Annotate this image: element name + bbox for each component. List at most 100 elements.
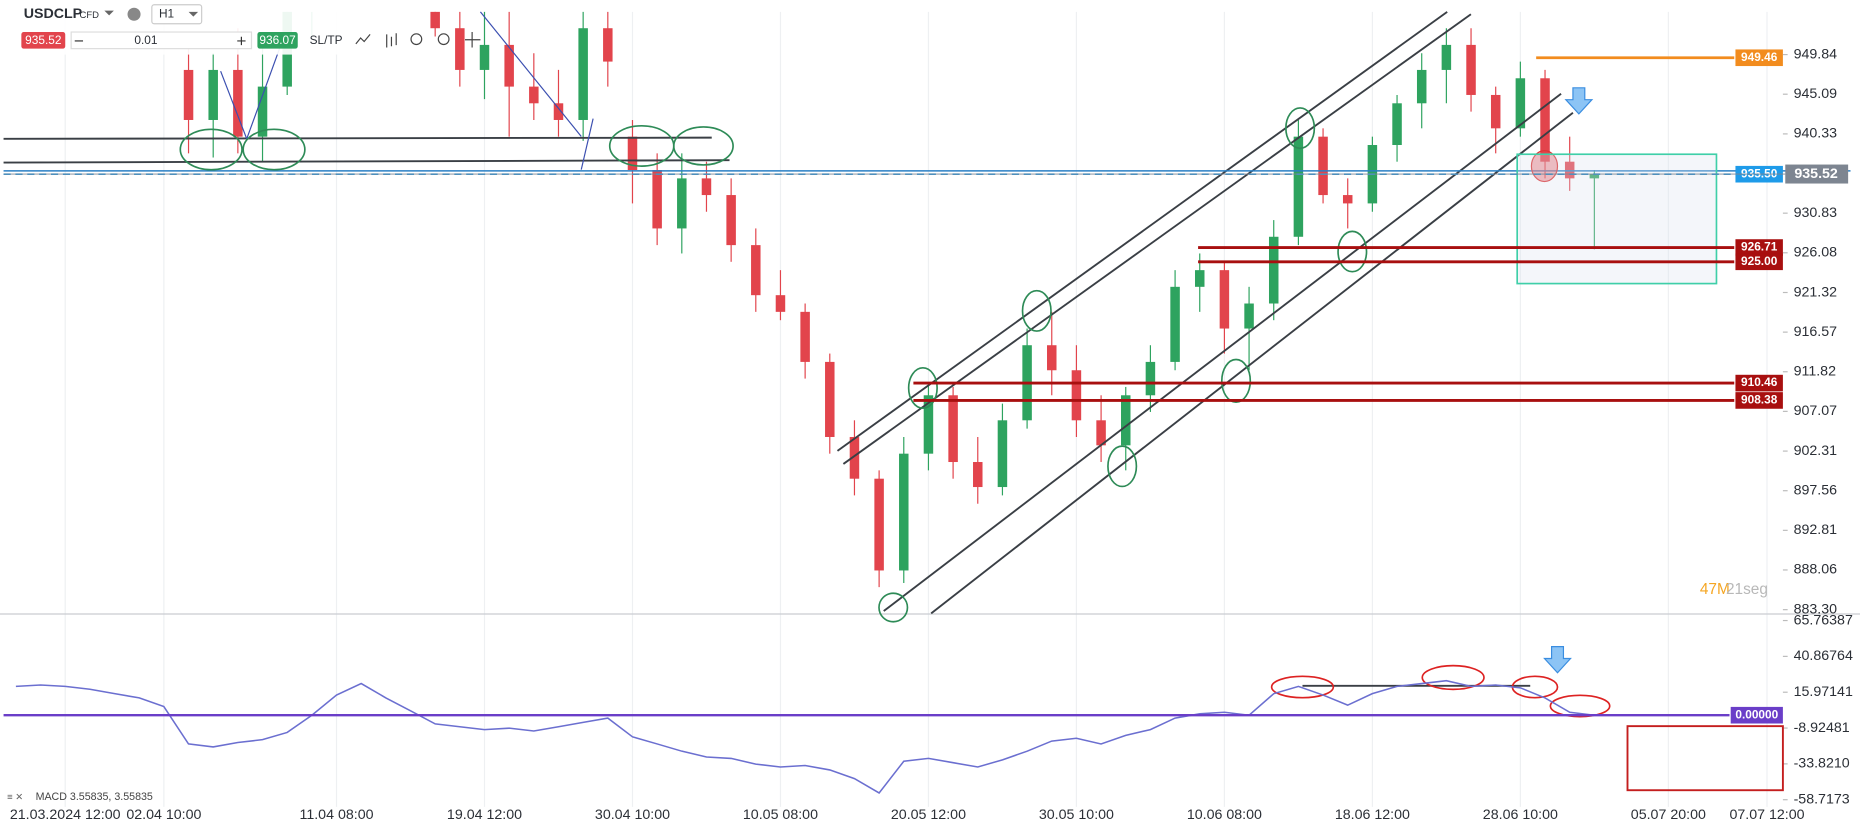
arrow-down xyxy=(1564,87,1594,115)
x-tick-label: 02.04 10:00 xyxy=(126,807,201,823)
ellipse xyxy=(1107,445,1138,488)
x-tick-label: 21.03.2024 12:00 xyxy=(10,807,121,823)
y-tick-label: 945.09 xyxy=(1794,86,1838,102)
candle-body xyxy=(825,361,835,437)
candle-body xyxy=(1466,44,1476,95)
candle-body xyxy=(479,44,490,70)
candles xyxy=(183,11,1600,588)
candle-icon[interactable] xyxy=(386,33,397,48)
candle-body xyxy=(627,136,638,171)
dropdown-icon[interactable] xyxy=(188,11,199,17)
sl-tp[interactable]: SL/TP xyxy=(310,33,343,47)
candle-body xyxy=(1318,136,1328,196)
candle-body xyxy=(1564,161,1575,179)
y-tick-label: 65.76387 xyxy=(1794,612,1853,628)
ellipse xyxy=(907,366,938,409)
x-tick-label: 19.04 12:00 xyxy=(447,807,522,823)
y-tick-label: 930.83 xyxy=(1794,205,1838,221)
candle-body xyxy=(455,28,465,70)
symbol[interactable]: USDCLP xyxy=(24,6,82,22)
pan-icon[interactable] xyxy=(465,32,481,48)
candle-body xyxy=(1121,395,1131,446)
macd-pane xyxy=(15,679,1595,794)
level-label: 910.46 xyxy=(1741,375,1778,389)
buy-button[interactable] xyxy=(257,32,298,49)
candle-body xyxy=(677,178,687,229)
ellipse xyxy=(878,592,909,623)
macd-icons[interactable]: ≡ ✕ xyxy=(7,792,23,803)
macd-title: MACD 3.55835, 3.55835 xyxy=(36,791,153,803)
level-label-bg xyxy=(1735,374,1783,392)
candle-body xyxy=(1244,303,1254,329)
y-tick-label: 883.30 xyxy=(1794,601,1838,617)
level-label-bg xyxy=(1735,239,1783,256)
candle-body xyxy=(233,69,243,137)
y-tick-label: 15.97141 xyxy=(1794,684,1853,700)
candle-body xyxy=(726,195,736,246)
timeframe[interactable]: H1 xyxy=(159,6,175,20)
candle-body xyxy=(1540,78,1550,162)
level-label: 926.71 xyxy=(1741,240,1778,254)
y-tick-label: 907.07 xyxy=(1794,403,1838,419)
y-tick-label: 940.33 xyxy=(1794,126,1838,142)
level-label: 908.38 xyxy=(1741,393,1778,407)
timeframe-select[interactable] xyxy=(151,4,203,25)
level-label: 0.00000 xyxy=(1735,707,1778,721)
thin-line xyxy=(479,11,582,137)
level-label: 925.00 xyxy=(1741,254,1778,268)
channel-line xyxy=(836,11,1448,452)
candle-body xyxy=(899,453,909,571)
countdown-minutes: 47M xyxy=(1700,581,1730,598)
level-label: 949.46 xyxy=(1741,50,1778,64)
ellipse xyxy=(1337,230,1368,273)
level-label-bg xyxy=(1735,253,1783,271)
toolbar: USDCLP CFD H1 935.52 0.01 936.07 SL/TP xyxy=(0,0,481,55)
candle-body xyxy=(183,69,194,120)
candle-body xyxy=(701,178,712,196)
thin-line xyxy=(220,70,248,140)
candle-body xyxy=(1145,361,1156,396)
ellipse xyxy=(1220,358,1252,404)
thin-line xyxy=(246,47,281,140)
buy-price[interactable]: 936.07 xyxy=(259,33,295,47)
volume[interactable]: 0.01 xyxy=(134,33,157,47)
sell-price[interactable]: 935.52 xyxy=(25,33,61,47)
zoom-in-icon[interactable] xyxy=(437,33,450,46)
ellipse xyxy=(179,128,243,171)
y-tick-label: 897.56 xyxy=(1794,482,1838,498)
candle-body xyxy=(1293,136,1304,237)
candle-body xyxy=(1416,69,1427,104)
current-price-bg xyxy=(1785,164,1849,184)
candle-body xyxy=(578,28,588,120)
zoom-out-icon[interactable] xyxy=(410,33,423,46)
info-icon[interactable] xyxy=(127,7,141,21)
candle-body xyxy=(1490,94,1501,129)
candle-body xyxy=(1170,286,1180,362)
dropdown-icon[interactable] xyxy=(104,10,114,16)
candle-body xyxy=(553,103,564,120)
sell-button[interactable] xyxy=(21,32,66,49)
ellipses xyxy=(179,107,1368,623)
arrow-down xyxy=(1543,646,1572,674)
y-tick-label: -58.7173 xyxy=(1794,791,1850,807)
candle-body xyxy=(1515,78,1526,129)
line-icon[interactable] xyxy=(355,34,371,45)
x-tick-label: 11.04 08:00 xyxy=(299,807,373,823)
candle-body xyxy=(751,245,761,296)
support-line xyxy=(3,159,730,164)
volume-input[interactable] xyxy=(70,31,253,50)
candle-body xyxy=(529,86,539,104)
x-tick-label: 30.04 10:00 xyxy=(595,807,670,823)
current-price-label: 935.52 xyxy=(1794,166,1838,182)
candle-body xyxy=(1392,103,1402,146)
candle-body xyxy=(1194,270,1205,287)
candle-body xyxy=(652,170,662,229)
candle-body xyxy=(1589,174,1600,179)
macd-line xyxy=(15,679,1595,794)
plus-icon[interactable] xyxy=(237,36,246,46)
x-tick-label: 20.05 12:00 xyxy=(891,807,966,823)
channel-line xyxy=(842,13,1472,465)
y-tick-label: 888.06 xyxy=(1794,562,1838,578)
level-label: 935.50 xyxy=(1741,166,1778,180)
